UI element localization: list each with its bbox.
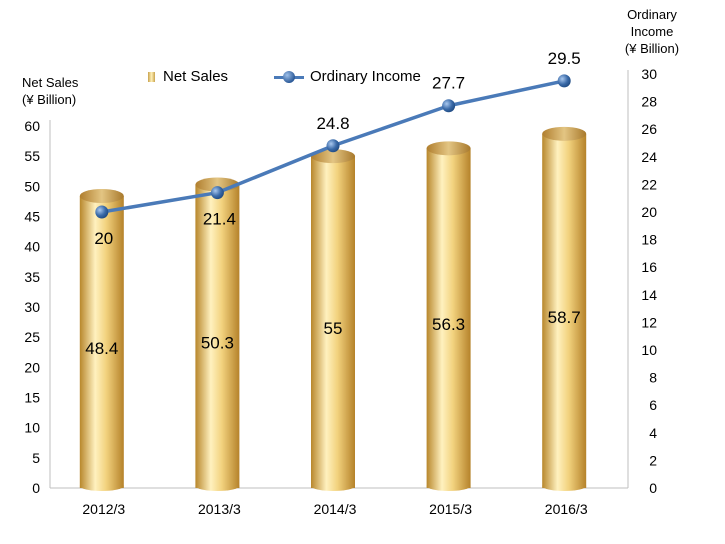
x-category-label: 2012/3 [82,501,125,517]
bar-body [426,148,471,488]
right-axis-title-line3: (¥ Billion) [624,41,680,56]
right-tick-label: 8 [649,370,657,386]
net-sales-data-label: 50.3 [201,333,234,352]
right-tick-label: 6 [649,397,657,413]
legend-item-net-sales: Net Sales [148,68,228,85]
bar [542,126,587,491]
right-tick-label: 26 [641,121,657,137]
right-tick-label: 10 [641,342,657,358]
ordinary-income-legend-label: Ordinary Income [310,68,421,85]
left-axis-title-line1: Net Sales [22,75,79,90]
left-tick-label: 15 [24,390,40,406]
ordinary-income-marker [442,99,456,113]
net-sales-data-label: 48.4 [85,339,118,358]
left-tick-label: 35 [24,269,40,285]
bar [195,177,240,491]
left-tick-label: 5 [32,450,40,466]
right-axis-title-line1: Ordinary [627,7,677,22]
left-tick-label: 10 [24,420,40,436]
net-sales-data-label: 55 [324,319,343,338]
ordinary-income-marker [95,205,109,219]
left-tick-label: 55 [24,148,40,164]
bar-top [542,126,587,141]
ordinary-income-legend-swatch [274,70,304,83]
bar-base [311,481,355,491]
ordinary-income-data-label: 21.4 [203,210,236,229]
ordinary-income-data-label: 27.7 [432,74,465,93]
x-category-label: 2015/3 [429,501,472,517]
legend-item-ordinary-income: Ordinary Income [274,68,421,85]
bar-base [79,481,124,491]
ordinary-income-data-label: 24.8 [316,114,349,133]
left-tick-label: 45 [24,209,40,225]
left-axis-title-line2: (¥ Billion) [22,92,77,107]
ordinary-income-marker [557,74,571,88]
bar-body [311,156,355,488]
left-tick-label: 50 [24,178,40,194]
right-tick-label: 20 [641,204,657,220]
right-tick-label: 22 [641,176,657,192]
bar-top [79,188,124,203]
ordinary-income-marker [210,186,224,200]
right-tick-label: 16 [641,259,657,275]
bar [426,141,471,491]
left-axis-title: Net Sales (¥ Billion) [22,74,78,108]
bar [311,149,355,491]
left-tick-label: 0 [32,480,40,496]
left-tick-label: 25 [24,329,40,345]
bar-base [542,481,587,491]
ordinary-income-marker [326,139,340,153]
net-sales-legend-label: Net Sales [163,68,229,85]
bar-body [195,184,240,489]
x-category-label: 2014/3 [314,501,357,517]
bar-top [311,149,355,164]
bar-body [542,133,587,489]
right-tick-label: 2 [649,452,657,468]
bar-top [426,141,471,156]
left-tick-label: 20 [24,359,40,375]
right-tick-label: 18 [641,232,657,248]
right-tick-label: 28 [641,94,657,110]
right-tick-label: 24 [641,149,657,165]
right-tick-label: 14 [641,287,657,303]
bar-base [426,481,471,491]
right-tick-label: 30 [641,66,657,82]
ordinary-income-data-label: 29.5 [548,49,581,68]
bar [79,188,124,491]
net-sales-data-label: 56.3 [432,315,465,334]
left-tick-label: 30 [24,299,40,315]
left-tick-label: 60 [24,118,40,134]
net-sales-data-label: 58.7 [548,308,581,327]
right-tick-label: 0 [649,480,657,496]
right-tick-label: 4 [649,425,657,441]
net-sales-legend-swatch [148,71,155,82]
x-category-label: 2016/3 [545,501,588,517]
right-axis-title-line2: Income [630,24,674,39]
ordinary-income-data-label: 20 [94,229,113,248]
left-tick-label: 40 [24,239,40,255]
right-tick-label: 12 [641,314,657,330]
bar-body [79,195,124,488]
x-category-label: 2013/3 [198,501,241,517]
right-axis-title: Ordinary Income (¥ Billion) [616,6,688,57]
bar-base [195,481,240,491]
